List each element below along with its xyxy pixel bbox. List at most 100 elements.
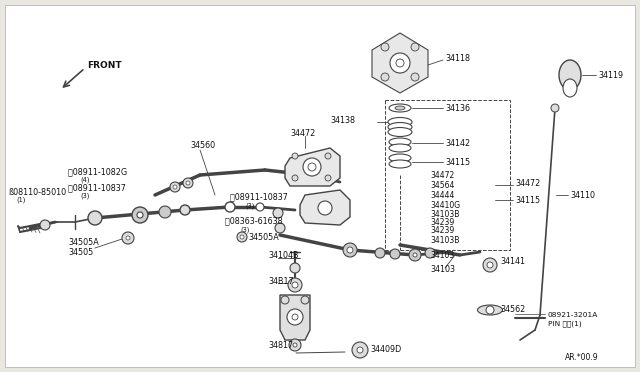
Text: 34103B: 34103B	[430, 235, 460, 244]
Text: 34560: 34560	[190, 141, 215, 150]
Circle shape	[396, 59, 404, 67]
Text: (3): (3)	[80, 193, 90, 199]
Circle shape	[289, 339, 301, 351]
Circle shape	[173, 185, 177, 189]
Circle shape	[381, 73, 389, 81]
Circle shape	[137, 212, 143, 218]
Ellipse shape	[389, 154, 411, 162]
Text: PIN ピン(1): PIN ピン(1)	[548, 321, 582, 327]
Ellipse shape	[389, 138, 411, 146]
Circle shape	[318, 201, 332, 215]
Circle shape	[413, 253, 417, 257]
Ellipse shape	[389, 160, 411, 168]
Polygon shape	[280, 295, 310, 340]
Text: Ⓝ​08911-10837: Ⓝ​08911-10837	[68, 183, 126, 192]
Circle shape	[411, 43, 419, 51]
Circle shape	[487, 262, 493, 268]
Text: 34138: 34138	[330, 115, 355, 125]
Circle shape	[256, 203, 264, 211]
Circle shape	[225, 202, 235, 212]
Circle shape	[357, 347, 363, 353]
Ellipse shape	[388, 128, 412, 137]
Circle shape	[292, 175, 298, 181]
Text: 34472: 34472	[290, 128, 316, 138]
Circle shape	[122, 232, 134, 244]
Circle shape	[288, 278, 302, 292]
Text: 34136: 34136	[445, 103, 470, 112]
Ellipse shape	[477, 305, 502, 315]
Circle shape	[325, 175, 331, 181]
Text: 34103: 34103	[430, 266, 455, 275]
Circle shape	[411, 73, 419, 81]
Polygon shape	[300, 190, 350, 225]
Text: 34410G: 34410G	[430, 201, 460, 209]
Text: Ⓝ​08911-1082G: Ⓝ​08911-1082G	[68, 167, 127, 176]
Circle shape	[88, 211, 102, 225]
Circle shape	[132, 207, 148, 223]
Ellipse shape	[388, 118, 412, 126]
Text: 34115: 34115	[445, 157, 470, 167]
Circle shape	[409, 249, 421, 261]
Circle shape	[381, 43, 389, 51]
Circle shape	[486, 306, 494, 314]
Text: (4): (4)	[80, 177, 90, 183]
Text: 34118: 34118	[445, 54, 470, 62]
Text: 34104B: 34104B	[268, 250, 298, 260]
Circle shape	[292, 314, 298, 320]
Circle shape	[551, 104, 559, 112]
Circle shape	[292, 153, 298, 159]
Text: ß08110-85010: ß08110-85010	[8, 187, 66, 196]
Text: Ⓜ​08363-61638: Ⓜ​08363-61638	[225, 217, 283, 225]
Circle shape	[390, 53, 410, 73]
Text: 34B17: 34B17	[268, 278, 294, 286]
Circle shape	[352, 342, 368, 358]
Circle shape	[237, 232, 247, 242]
Polygon shape	[285, 148, 340, 186]
Text: 34239: 34239	[430, 225, 454, 234]
Text: FRONT: FRONT	[87, 61, 122, 70]
Text: Ⓝ​08911-10837: Ⓝ​08911-10837	[230, 192, 288, 202]
Text: 34505A: 34505A	[68, 237, 99, 247]
Text: 34119: 34119	[598, 71, 623, 80]
Text: 34239: 34239	[430, 218, 454, 227]
Text: 34103B: 34103B	[430, 209, 460, 218]
Circle shape	[183, 178, 193, 188]
Text: 34141: 34141	[500, 257, 525, 266]
Circle shape	[347, 247, 353, 253]
Circle shape	[425, 248, 435, 258]
Text: 34562: 34562	[500, 305, 525, 314]
Text: 34505: 34505	[68, 247, 93, 257]
Circle shape	[287, 309, 303, 325]
Circle shape	[293, 343, 297, 347]
Circle shape	[308, 163, 316, 171]
Circle shape	[240, 235, 244, 239]
Text: 34817: 34817	[268, 340, 293, 350]
Ellipse shape	[389, 104, 411, 112]
Text: AR.*00.9: AR.*00.9	[565, 353, 598, 362]
Circle shape	[281, 296, 289, 304]
Text: 34409D: 34409D	[370, 346, 401, 355]
Ellipse shape	[559, 60, 581, 90]
Text: 34472: 34472	[515, 179, 540, 187]
Circle shape	[159, 206, 171, 218]
Ellipse shape	[388, 122, 412, 131]
Text: (3): (3)	[240, 227, 250, 233]
Circle shape	[325, 153, 331, 159]
Text: (3): (3)	[245, 203, 254, 209]
Circle shape	[273, 208, 283, 218]
Text: 34142: 34142	[445, 138, 470, 148]
Circle shape	[126, 236, 130, 240]
Circle shape	[180, 205, 190, 215]
Circle shape	[301, 296, 309, 304]
Circle shape	[303, 158, 321, 176]
Circle shape	[186, 181, 190, 185]
Circle shape	[483, 258, 497, 272]
Circle shape	[375, 248, 385, 258]
Circle shape	[390, 249, 400, 259]
Text: 34472: 34472	[430, 170, 454, 180]
Ellipse shape	[389, 144, 411, 152]
Text: 34505A: 34505A	[248, 232, 279, 241]
Ellipse shape	[563, 79, 577, 97]
Circle shape	[292, 282, 298, 288]
Text: 34103: 34103	[430, 250, 454, 260]
